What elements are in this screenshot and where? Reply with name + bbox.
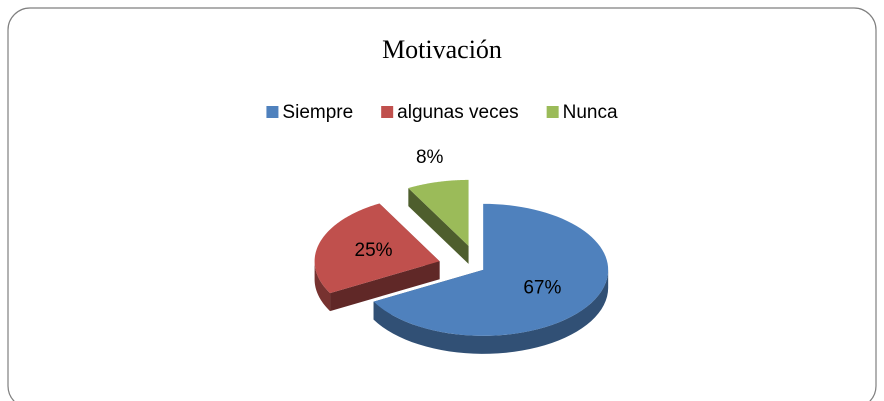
data-label: 25% [355, 240, 393, 261]
legend-label: algunas veces [397, 102, 518, 123]
slice-side [330, 261, 440, 312]
slice-side [408, 188, 469, 264]
slice-side [314, 261, 331, 312]
chart-title: Motivación [382, 35, 502, 64]
legend-swatch [546, 106, 559, 118]
legend-label: Nunca [563, 102, 618, 123]
data-label: 8% [416, 147, 444, 168]
legend: Siempre algunas veces Nunca [266, 102, 618, 123]
slice [373, 203, 609, 336]
slice [408, 179, 469, 246]
legend-swatch [266, 106, 279, 118]
pie: 67% 25% 8% [314, 147, 609, 354]
legend-label: Siempre [282, 102, 353, 123]
slice [314, 203, 440, 294]
legend-swatch [381, 106, 394, 118]
data-label: 67% [523, 277, 561, 298]
slice-side [373, 269, 609, 354]
